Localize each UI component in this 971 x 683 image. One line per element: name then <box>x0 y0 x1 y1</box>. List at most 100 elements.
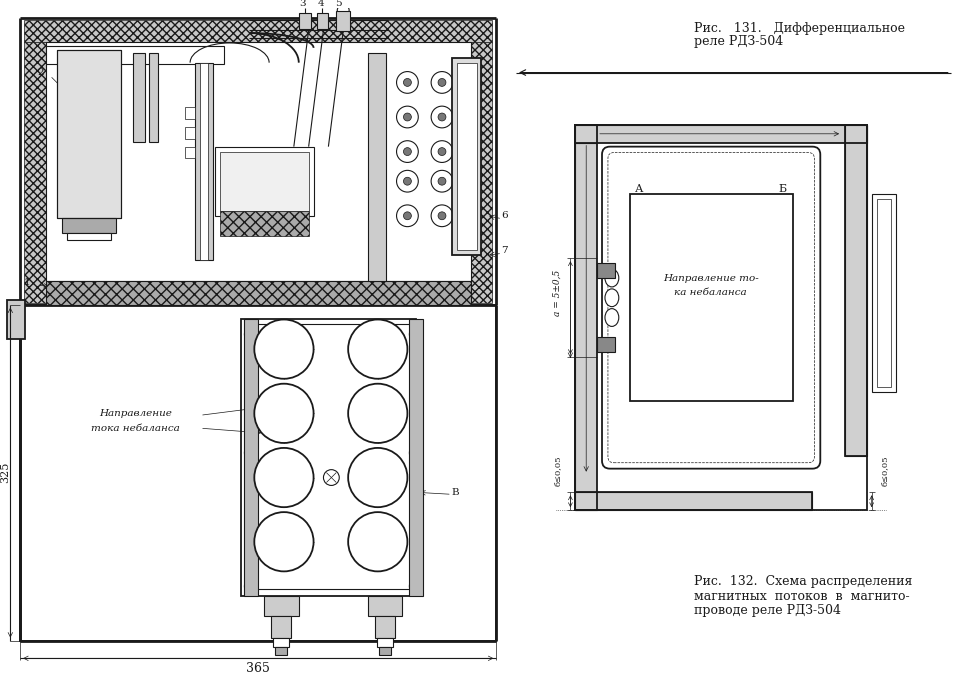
Bar <box>215 147 314 216</box>
Bar <box>24 20 492 42</box>
Bar <box>877 199 891 387</box>
Bar <box>576 125 867 143</box>
Bar <box>368 596 402 616</box>
Bar <box>275 647 286 656</box>
Bar <box>317 13 328 29</box>
Text: проводе реле РДЗ-504: проводе реле РДЗ-504 <box>694 604 841 617</box>
Bar <box>67 233 111 240</box>
Text: 325: 325 <box>0 462 11 484</box>
Circle shape <box>404 148 412 156</box>
Bar <box>149 53 158 141</box>
Bar <box>377 637 392 647</box>
Ellipse shape <box>605 289 619 307</box>
Bar <box>471 42 492 303</box>
Text: 3: 3 <box>300 0 307 8</box>
Bar <box>46 281 471 305</box>
Text: 1: 1 <box>24 279 31 288</box>
Text: Рис.   131.   Дифференциальное: Рис. 131. Дифференциальное <box>694 22 905 35</box>
Circle shape <box>349 384 408 443</box>
Bar <box>185 147 195 158</box>
Bar <box>375 616 394 637</box>
Bar <box>872 194 896 391</box>
Text: 6: 6 <box>501 211 508 221</box>
Bar <box>195 63 213 260</box>
Circle shape <box>438 212 446 220</box>
Text: Б: Б <box>779 184 787 194</box>
Bar <box>185 127 195 139</box>
Bar <box>845 125 867 456</box>
Bar <box>452 58 482 255</box>
Bar <box>273 637 289 647</box>
Circle shape <box>404 113 412 121</box>
Text: реле РДЗ-504: реле РДЗ-504 <box>694 36 784 48</box>
Circle shape <box>415 584 419 588</box>
Text: ка небаланса: ка небаланса <box>674 288 747 297</box>
Bar <box>597 263 615 278</box>
Text: a = 5±0,5: a = 5±0,5 <box>553 270 562 316</box>
Circle shape <box>404 212 412 220</box>
Text: 4: 4 <box>318 0 324 8</box>
Bar <box>845 125 867 456</box>
Circle shape <box>254 384 314 443</box>
Bar <box>410 320 423 596</box>
Bar <box>576 125 597 510</box>
Bar <box>597 143 845 492</box>
Bar <box>336 12 351 31</box>
Bar <box>248 324 411 589</box>
Bar <box>271 616 291 637</box>
Circle shape <box>438 79 446 86</box>
Bar <box>56 50 121 218</box>
Bar <box>185 107 195 119</box>
Bar <box>245 320 258 596</box>
Text: 365: 365 <box>247 662 270 675</box>
Bar <box>576 125 867 143</box>
Text: тока небаланса: тока небаланса <box>91 423 181 432</box>
Ellipse shape <box>605 309 619 326</box>
Bar <box>456 63 477 251</box>
Circle shape <box>250 333 253 336</box>
Text: 5: 5 <box>335 0 342 8</box>
Text: Направление: Направление <box>99 409 172 418</box>
Text: Рис.  132.  Схема распределения: Рис. 132. Схема распределения <box>694 575 912 588</box>
Circle shape <box>438 148 446 156</box>
Text: 7: 7 <box>501 246 508 255</box>
Text: б≤0,05: б≤0,05 <box>881 456 888 486</box>
Circle shape <box>349 448 408 507</box>
Bar <box>576 125 867 510</box>
Bar <box>379 647 390 656</box>
Circle shape <box>438 178 446 185</box>
Text: магнитных  потоков  в  магнито-: магнитных потоков в магнито- <box>694 589 910 602</box>
Bar <box>46 42 471 281</box>
Circle shape <box>415 333 419 336</box>
Circle shape <box>254 320 314 379</box>
Bar <box>62 218 116 233</box>
Circle shape <box>415 451 419 455</box>
Circle shape <box>254 448 314 507</box>
Bar <box>8 300 25 339</box>
Text: б≤0,05: б≤0,05 <box>553 456 561 486</box>
Bar <box>219 211 309 236</box>
Ellipse shape <box>605 269 619 287</box>
Circle shape <box>349 320 408 379</box>
Circle shape <box>250 584 253 588</box>
Bar <box>299 13 311 29</box>
Bar <box>200 63 208 260</box>
Bar <box>629 194 792 402</box>
Bar <box>264 596 299 616</box>
Text: 2: 2 <box>37 68 44 77</box>
Text: B: B <box>452 488 459 497</box>
Circle shape <box>337 4 350 16</box>
Circle shape <box>438 113 446 121</box>
Bar <box>46 46 223 64</box>
Circle shape <box>349 512 408 572</box>
Text: А: А <box>635 184 644 194</box>
Bar <box>242 320 417 596</box>
Bar <box>576 492 813 510</box>
Text: Направление то-: Направление то- <box>663 273 758 283</box>
Bar <box>24 42 46 303</box>
Bar <box>597 337 615 352</box>
Bar <box>576 492 813 510</box>
Bar <box>368 53 385 290</box>
Circle shape <box>254 512 314 572</box>
Circle shape <box>250 451 253 455</box>
